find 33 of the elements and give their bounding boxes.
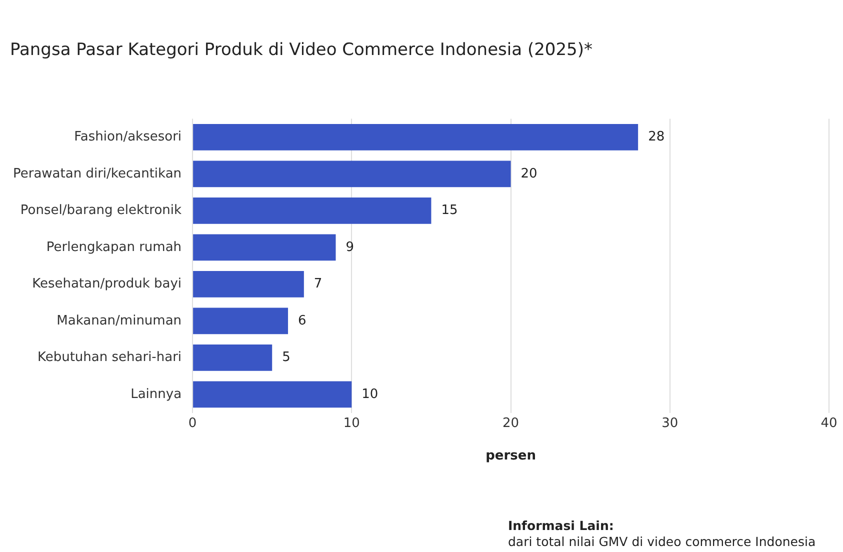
y-tick-label: Perawatan diri/kecantikan — [12, 166, 182, 182]
x-tick-label: 30 — [662, 416, 678, 431]
y-tick-label: Kebutuhan sehari-hari — [37, 350, 182, 366]
data-label: 28 — [648, 130, 665, 145]
bar — [193, 381, 352, 408]
data-label: 10 — [362, 386, 378, 402]
x-axis-title: persen — [486, 448, 536, 464]
x-tick-label: 20 — [502, 416, 520, 431]
data-label: 15 — [441, 203, 458, 218]
text: Informasi Lain: — [508, 518, 615, 534]
y-tick-label: Perlengkapan rumah — [46, 240, 182, 255]
bar — [193, 160, 511, 188]
x-tick-label: 0 — [188, 416, 197, 431]
y-tick-label: Kesehatan/produk bayi — [32, 276, 182, 292]
y-tick-label: Ponsel/barang elektronik — [20, 203, 182, 218]
x-tick-label: 10 — [343, 416, 360, 431]
data-label: 9 — [346, 240, 354, 255]
chart-title: Pangsa Pasar Kategori Produk di Video Commerce Indonesia (2025)* — [10, 39, 594, 62]
bar — [193, 197, 432, 224]
data-label: 6 — [298, 313, 306, 328]
data-label: 20 — [520, 166, 538, 182]
bar — [193, 124, 638, 150]
data-label: 5 — [282, 350, 290, 366]
y-tick-label: Lainnya — [130, 386, 182, 402]
text: dari total nilai GMV di video commerce Indonesia — [508, 534, 816, 550]
data-label: 7 — [314, 276, 322, 292]
bar — [193, 308, 288, 334]
bar — [193, 234, 336, 261]
y-tick-label: Makanan/minuman — [56, 313, 182, 328]
bar — [193, 344, 272, 371]
y-tick-label: Fashion/aksesori — [74, 130, 182, 145]
x-tick-label: 40 — [820, 416, 838, 431]
bar — [193, 270, 304, 298]
